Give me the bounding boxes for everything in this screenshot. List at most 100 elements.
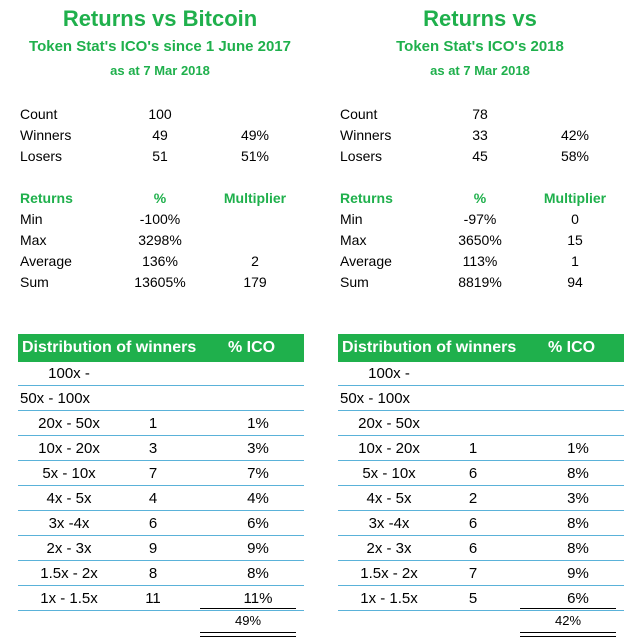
distribution-header-label: Distribution of winners [22,339,197,356]
count-cell: 7 [468,565,478,582]
count-cell: 11 [145,590,161,607]
range-cell: 4x - 5x [366,490,412,507]
distribution-row: 2x - 3x 9 9% [18,537,304,561]
avg-label: Average [340,253,392,269]
losers-pct: 58% [560,148,590,164]
right-panel: Returns vs Token Stat's ICO's 2018 as at… [320,0,640,644]
range-cell: 1.5x - 2x [360,565,418,582]
distribution-row: 1.5x - 2x 7 9% [338,562,624,586]
losers-pct: 51% [240,148,270,164]
distribution-header: Distribution of winners % ICO [18,334,304,362]
pct-cell: 6% [247,515,269,532]
range-cell: 20x - 50x [38,415,100,432]
count-cell: 1 [148,415,158,432]
distribution-row: 100x - [338,362,624,386]
range-cell: 50x - 100x [340,390,411,407]
sum-label: Sum [340,274,369,290]
total-rule [520,608,616,609]
losers-value: 45 [472,148,488,164]
losers-label: Losers [20,148,63,164]
panel-title: Returns vs Bitcoin [62,6,258,31]
pct-cell: 1% [567,440,589,457]
sum-pct: 8819% [458,274,502,290]
count-value: 100 [148,106,172,122]
pct-header: % [153,190,167,206]
distribution-row: 1x - 1.5x 5 6% [338,587,624,611]
panel-subtitle: Token Stat's ICO's 2018 [396,38,564,55]
range-cell: 1.5x - 2x [40,565,98,582]
losers-label: Losers [340,148,383,164]
winners-label: Winners [20,127,72,143]
distribution-row: 5x - 10x 6 8% [338,462,624,486]
returns-header: Returns [20,190,73,206]
range-cell: 5x - 10x [362,465,416,482]
range-cell: 3x -4x [368,515,410,532]
count-cell: 6 [148,515,158,532]
avg-mult: 2 [251,253,259,269]
range-cell: 100x - [48,365,90,382]
multiplier-header: Multiplier [543,190,607,206]
range-cell: 1x - 1.5x [40,590,98,607]
distribution-row: 3x -4x 6 8% [338,512,624,536]
pct-cell: 8% [567,515,589,532]
returns-header: Returns [340,190,393,206]
pct-cell: 7% [247,465,269,482]
range-cell: 1x - 1.5x [360,590,418,607]
count-cell: 1 [468,440,478,457]
multiplier-header: Multiplier [223,190,287,206]
range-cell: 100x - [368,365,410,382]
distribution-row: 20x - 50x [338,412,624,436]
distribution-header-pct: % ICO [228,339,276,356]
range-cell: 4x - 5x [46,490,92,507]
total-pct: 49% [234,613,262,628]
pct-cell: 9% [247,540,269,557]
max-pct: 3298% [138,232,182,248]
left-panel: Returns vs Bitcoin Token Stat's ICO's si… [18,6,304,637]
distribution-row: 100x - [18,362,304,386]
pct-cell: 11% [243,590,273,607]
count-cell: 6 [468,515,478,532]
min-label: Min [20,211,43,227]
min-pct: -97% [463,211,497,227]
max-pct: 3650% [458,232,502,248]
pct-cell: 1% [247,415,269,432]
avg-pct: 136% [142,253,178,269]
range-cell: 3x -4x [48,515,90,532]
count-cell: 6 [468,540,478,557]
range-cell: 10x - 20x [358,440,420,457]
sum-label: Sum [20,274,49,290]
panel-subtitle: Token Stat's ICO's since 1 June 2017 [29,38,291,55]
range-cell: 10x - 20x [38,440,100,457]
winners-label: Winners [340,127,392,143]
distribution-row: 10x - 20x 1 1% [338,437,624,461]
distribution-header-label: Distribution of winners [342,339,517,356]
count-cell: 9 [148,540,158,557]
count-cell: 2 [468,490,478,507]
count-label: Count [340,106,378,122]
range-cell: 5x - 10x [42,465,96,482]
min-mult: 0 [571,211,579,227]
count-label: Count [20,106,58,122]
range-cell: 50x - 100x [20,390,91,407]
pct-cell: 9% [567,565,589,582]
total-double-rule [520,632,616,637]
min-label: Min [340,211,363,227]
distribution-row: 4x - 5x 4 4% [18,487,304,511]
min-pct: -100% [139,211,181,227]
count-cell: 3 [148,440,158,457]
total-rule [200,608,296,609]
pct-cell: 8% [247,565,269,582]
count-cell: 8 [148,565,158,582]
winners-value: 33 [472,127,488,143]
distribution-row: 1.5x - 2x 8 8% [18,562,304,586]
distribution-header-pct: % ICO [548,339,596,356]
avg-label: Average [20,253,72,269]
sum-mult: 94 [567,274,583,290]
pct-cell: 4% [247,490,269,507]
distribution-row: 5x - 10x 7 7% [18,462,304,486]
max-label: Max [340,232,367,248]
pct-cell: 8% [567,465,589,482]
distribution-row: 20x - 50x 1 1% [18,412,304,436]
distribution-row: 4x - 5x 2 3% [338,487,624,511]
avg-pct: 113% [462,253,498,269]
